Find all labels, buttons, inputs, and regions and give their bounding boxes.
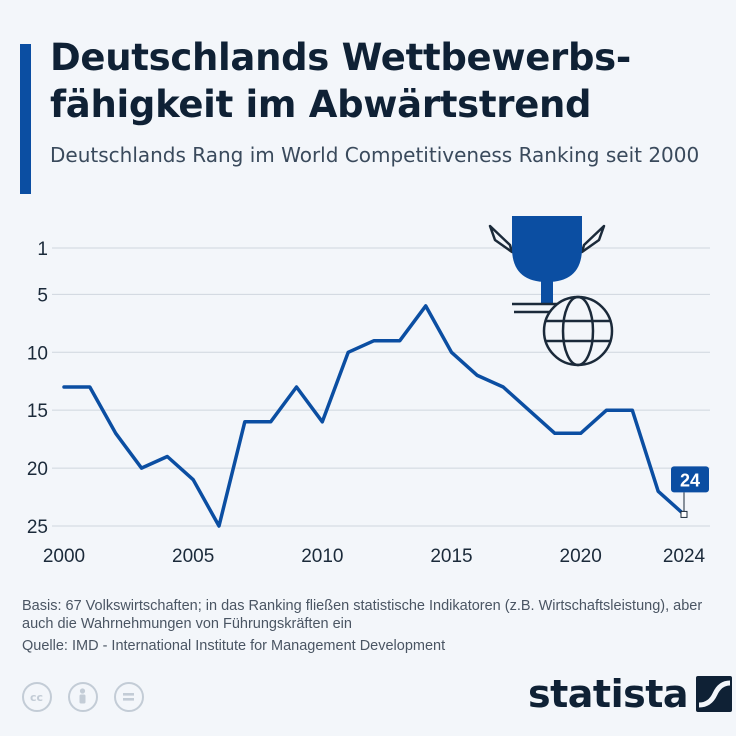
brand-name: statista xyxy=(528,672,689,716)
series-line-germany xyxy=(62,304,686,528)
last-value-badge xyxy=(671,466,709,493)
statista-logo[interactable]: statista xyxy=(528,672,736,716)
cc-license-icon[interactable]: cc xyxy=(22,682,52,712)
accent-bar xyxy=(20,44,31,194)
last-value-text: 24 xyxy=(680,470,700,490)
y-tick-label-1: 1 xyxy=(37,239,48,260)
x-tick-label-2005: 2005 xyxy=(172,546,214,567)
y-tick-label-15: 15 xyxy=(27,401,48,422)
x-tick-label-2015: 2015 xyxy=(430,546,472,567)
source-text: Quelle: IMD - International Institute fo… xyxy=(22,638,446,654)
y-tick-label-20: 20 xyxy=(27,459,48,480)
trophy-globe-icon xyxy=(488,216,614,367)
page-subtitle: Deutschlands Rang im World Competitivene… xyxy=(50,143,700,167)
x-axis-ticks: 2000 2005 2010 2015 2020 2024 xyxy=(43,546,706,567)
x-tick-label-2010: 2010 xyxy=(301,546,343,567)
x-tick-label-2024: 2024 xyxy=(663,546,706,567)
no-derivatives-icon[interactable] xyxy=(114,682,144,712)
page-title: Deutschlands Wettbewerbs- fähigkeit im A… xyxy=(50,36,631,126)
footnote: Basis: 67 Volkswirtschaften; in das Rank… xyxy=(22,598,703,632)
statista-wave-icon xyxy=(696,676,733,712)
x-tick-label-2020: 2020 xyxy=(560,546,602,567)
last-point-marker xyxy=(680,510,688,518)
last-value-label: 24 xyxy=(671,466,709,518)
svg-text:cc: cc xyxy=(30,691,43,704)
attribution-icon[interactable] xyxy=(68,682,98,712)
y-tick-label-25: 25 xyxy=(27,517,48,538)
y-tick-label-5: 5 xyxy=(37,285,48,306)
x-tick-label-2000: 2000 xyxy=(43,546,85,567)
gridlines xyxy=(52,247,710,527)
y-tick-label-10: 10 xyxy=(27,343,48,364)
